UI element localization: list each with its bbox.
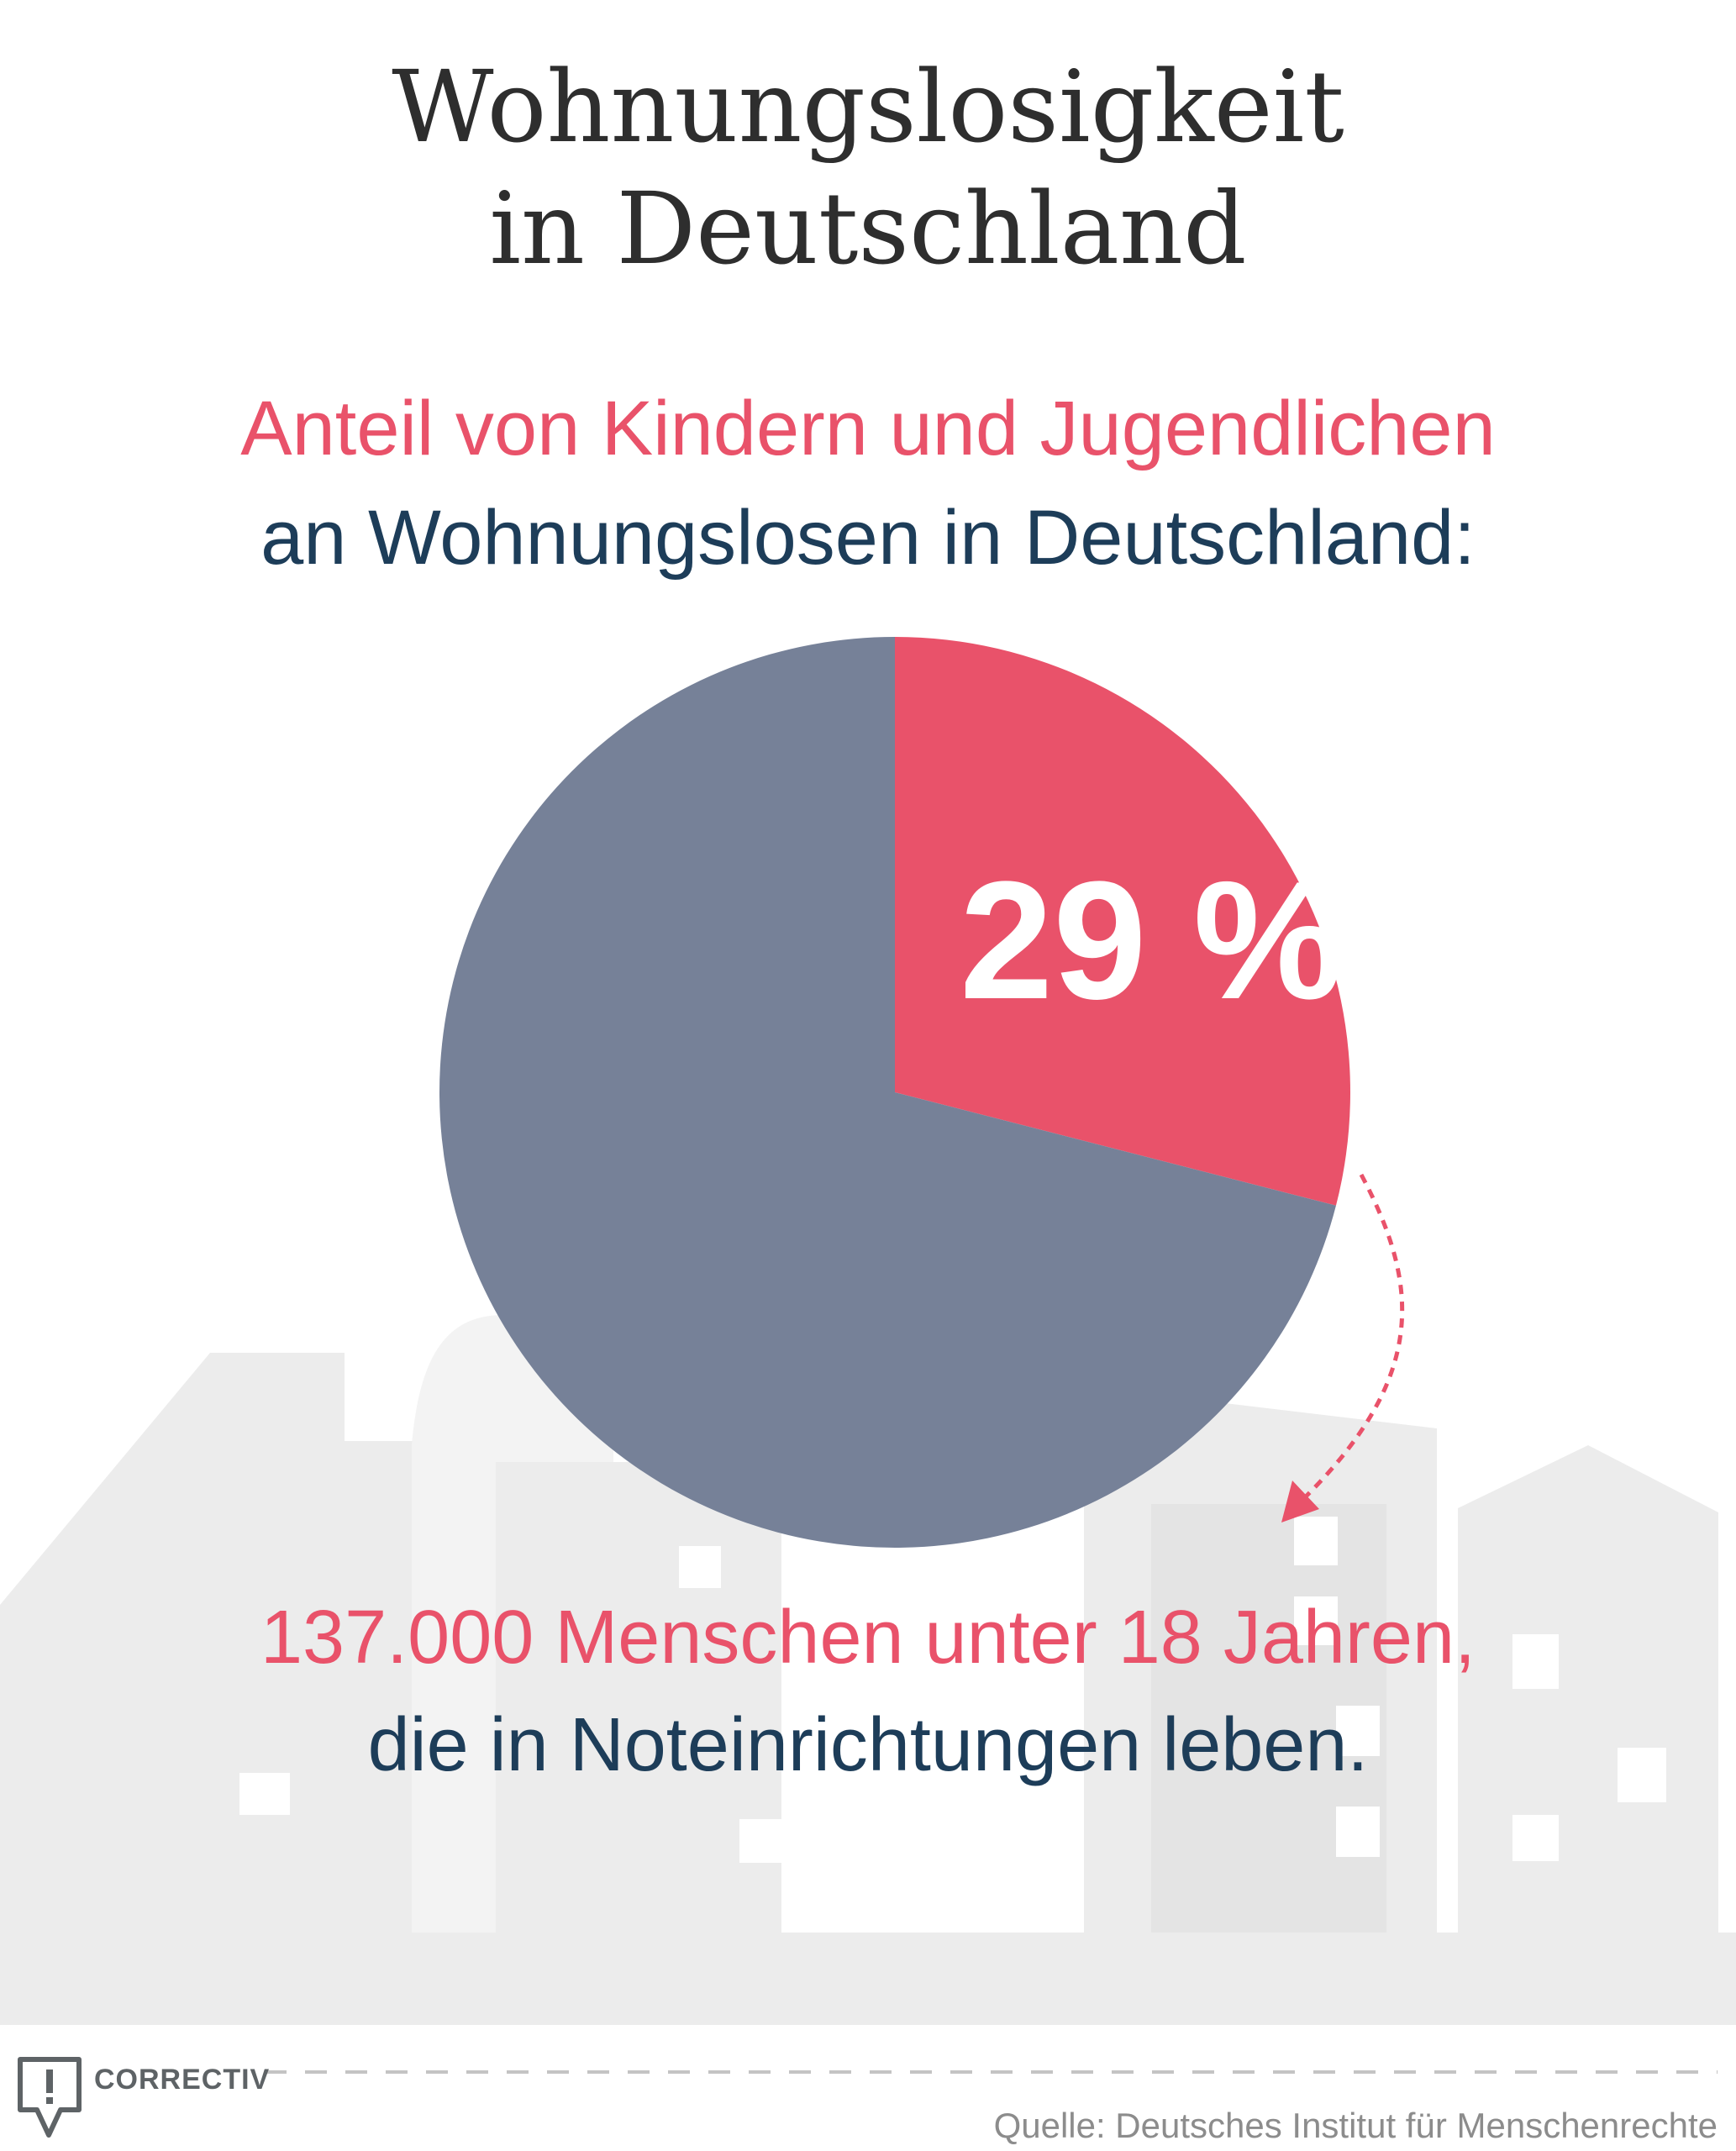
pie-slice-highlight [895,637,1350,1206]
annotation-text: 137.000 Menschen unter 18 Jahren, die in… [0,1584,1736,1799]
title-line-1: Wohnungslosigkeit [392,49,1344,165]
brand-name: CORRECTIV [94,2064,271,2096]
source-text: Quelle: Deutsches Institut für Menschenr… [993,2106,1718,2145]
subtitle-line-1: Anteil von Kindern und Jugendlichen [240,386,1496,471]
speech-bubble-exclamation-icon [18,2057,82,2138]
title-line-2: in Deutschland [489,171,1247,287]
annotation-line-2: die in Noteinrichtungen leben. [367,1703,1369,1787]
slice-label-29-percent: 29 % [960,847,1343,1034]
subtitle-line-2: an Wohnungslosen in Deutschland: [260,495,1476,581]
annotation-line-1: 137.000 Menschen unter 18 Jahren, [260,1596,1476,1680]
chart-subtitle: Anteil von Kindern und Jugendlichen an W… [0,374,1736,592]
page-title: Wohnungslosigkeit in Deutschland [0,46,1736,290]
pie-slice-rest [439,637,1336,1549]
